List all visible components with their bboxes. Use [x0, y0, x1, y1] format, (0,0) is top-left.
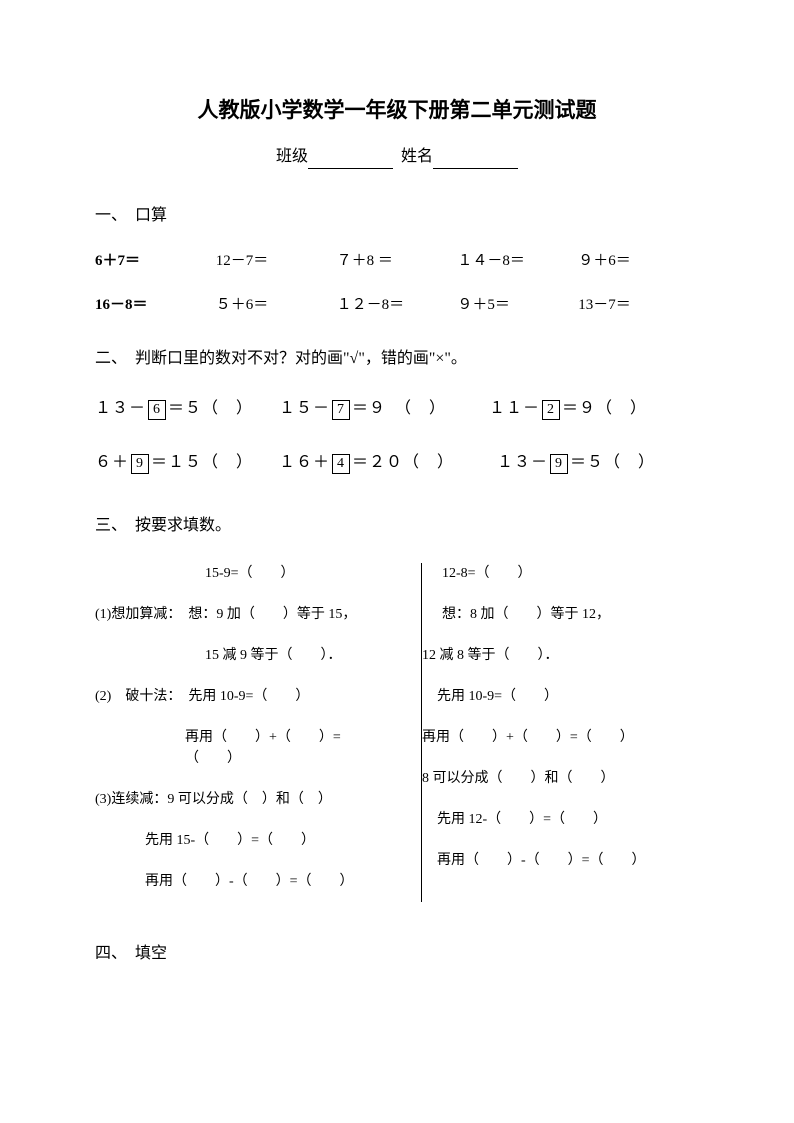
- s2-line2: ６＋9＝１５（ ） １６＋4＝２０（ ） １３－9＝５（ ）: [95, 447, 699, 479]
- s1-row1: 6＋7＝ 12－7＝ ７＋8 ＝ １４－8＝ ９＋6＝: [95, 250, 699, 273]
- l: 12 减 8 等于（ ）．: [422, 645, 699, 666]
- t: ＝９ （ ） １１－: [352, 400, 540, 417]
- box: 9: [131, 454, 149, 474]
- eq: 13－7＝: [578, 294, 699, 317]
- eq: ９＋5＝: [457, 294, 578, 317]
- box: 7: [332, 400, 350, 420]
- l: (3)连续减：9 可以分成（ ）和（ ）: [95, 789, 372, 810]
- class-label: 班级: [276, 148, 308, 165]
- eq: ５＋6＝: [216, 294, 337, 317]
- header-line: 班级 姓名: [95, 145, 699, 169]
- t: ＝５（ ）: [570, 454, 655, 471]
- page-title: 人教版小学数学一年级下册第二单元测试题: [95, 95, 699, 127]
- l: 先用 10-9=（ ）: [422, 686, 699, 707]
- t: ＝９（ ）: [562, 400, 647, 417]
- t: ＝１５（ ） １６＋: [151, 454, 330, 471]
- l: 再用（ ）+（ ）=（ ）: [422, 727, 699, 748]
- t: ６＋: [95, 454, 129, 471]
- name-label: 姓名: [401, 148, 433, 165]
- class-blank: [308, 151, 393, 169]
- t: ＝２０（ ） １３－: [352, 454, 548, 471]
- l: 15-9=（ ）: [95, 563, 372, 584]
- box: 9: [550, 454, 568, 474]
- divider: [421, 563, 422, 902]
- l: 15 减 9 等于（ ）．: [95, 645, 372, 666]
- col-left: 15-9=（ ） (1)想加算减： 想：9 加（ ）等于 15， 15 减 9 …: [95, 563, 392, 912]
- l: 想：8 加（ ）等于 12，: [422, 604, 699, 625]
- section2-head: 二、 判断口里的数对不对？对的画"√"，错的画"×"。: [95, 347, 699, 371]
- l: 12-8=（ ）: [422, 563, 699, 584]
- section1-head: 一、 口算: [95, 204, 699, 228]
- l: 先用 15-（ ）=（ ）: [95, 830, 372, 851]
- box: 6: [148, 400, 166, 420]
- eq: １４－8＝: [457, 250, 578, 273]
- eq: １２－8＝: [337, 294, 458, 317]
- eq: 6＋7＝: [95, 250, 216, 273]
- l: 8 可以分成（ ）和（ ）: [422, 768, 699, 789]
- l: 再用（ ）-（ ）=（ ）: [95, 871, 372, 892]
- section4-head: 四、 填空: [95, 942, 699, 966]
- eq: ７＋8 ＝: [337, 250, 458, 273]
- l: 再用（ ）-（ ）=（ ）: [422, 850, 699, 871]
- box: 4: [332, 454, 350, 474]
- section3-head: 三、 按要求填数。: [95, 514, 699, 538]
- l: (1)想加算减： 想：9 加（ ）等于 15，: [95, 604, 372, 625]
- t: １３－: [95, 400, 146, 417]
- s2-line1: １３－6＝５（ ） １５－7＝９ （ ） １１－2＝９（ ）: [95, 393, 699, 425]
- col-right: 12-8=（ ） 想：8 加（ ）等于 12， 12 减 8 等于（ ）． 先用…: [392, 563, 699, 912]
- s1-row2: 16－8＝ ５＋6＝ １２－8＝ ９＋5＝ 13－7＝: [95, 294, 699, 317]
- l: (2) 破十法： 先用 10-9=（ ）: [95, 686, 372, 707]
- name-blank: [433, 151, 518, 169]
- eq: 12－7＝: [216, 250, 337, 273]
- t: ＝５（ ） １５－: [168, 400, 330, 417]
- l: 再用（ ）+（ ）=（ ）: [95, 727, 372, 769]
- eq: 16－8＝: [95, 294, 216, 317]
- eq: ９＋6＝: [578, 250, 699, 273]
- section3-body: 15-9=（ ） (1)想加算减： 想：9 加（ ）等于 15， 15 减 9 …: [95, 563, 699, 912]
- box: 2: [542, 400, 560, 420]
- l: 先用 12-（ ）=（ ）: [422, 809, 699, 830]
